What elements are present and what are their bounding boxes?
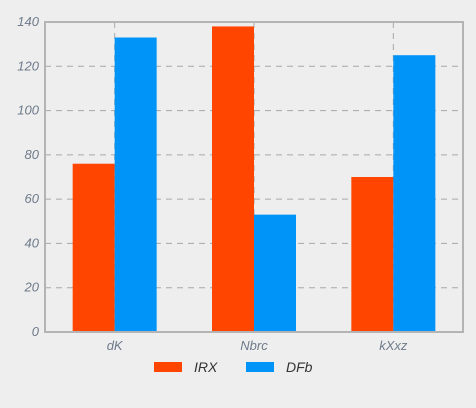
y-tick-label: 60 — [25, 191, 40, 206]
x-tick-label: Nbrc — [240, 338, 268, 353]
y-tick-label: 80 — [25, 147, 40, 162]
y-tick-label: 100 — [17, 103, 39, 118]
y-tick-label: 0 — [32, 324, 40, 339]
x-tick-label: kXxz — [379, 338, 408, 353]
legend-swatch-DFb — [246, 362, 274, 372]
bar-IRX-dK — [72, 163, 115, 332]
bar-DFb-kXxz — [393, 55, 436, 332]
legend-label-DFb: DFb — [286, 359, 313, 375]
legend-label-IRX: IRX — [194, 359, 218, 375]
y-axis: 0 20 40 60 80 100 120 140 — [17, 14, 39, 339]
bar-IRX-Nbrc — [212, 26, 254, 333]
bar-DFb-dK — [114, 37, 157, 332]
bars — [72, 26, 436, 333]
plot-frame — [44, 21, 464, 333]
x-tick-label: dK — [107, 338, 124, 353]
bar-IRX-kXxz — [351, 177, 394, 332]
legend: IRX DFb — [154, 359, 313, 375]
plot-border — [44, 21, 464, 333]
bar-DFb-Nbrc — [254, 214, 296, 332]
y-tick-label: 40 — [25, 235, 40, 250]
y-tick-label: 20 — [24, 280, 40, 295]
y-tick-label: 120 — [17, 58, 39, 73]
y-tick-label: 140 — [17, 14, 39, 29]
x-axis: dK Nbrc kXxz — [107, 338, 408, 353]
legend-swatch-IRX — [154, 362, 182, 372]
